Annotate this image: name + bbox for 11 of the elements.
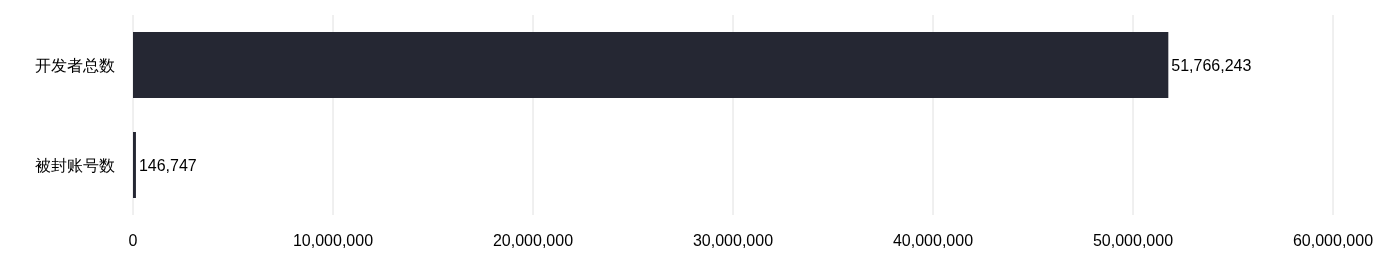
- x-tick-label: 30,000,000: [692, 232, 774, 249]
- data-label: 51,766,243: [1171, 57, 1252, 74]
- y-tick-label: 开发者总数: [35, 57, 115, 74]
- y-tick-label: 被封账号数: [35, 157, 115, 174]
- x-tick-label: 10,000,000: [292, 232, 374, 249]
- x-tick-label: 0: [128, 232, 138, 249]
- data-label: 146,747: [138, 157, 197, 174]
- x-tick-label: 40,000,000: [892, 232, 974, 249]
- x-tick-label: 20,000,000: [492, 232, 574, 249]
- x-tick-label: 50,000,000: [1092, 232, 1174, 249]
- x-tick-label: 60,000,000: [1292, 232, 1374, 249]
